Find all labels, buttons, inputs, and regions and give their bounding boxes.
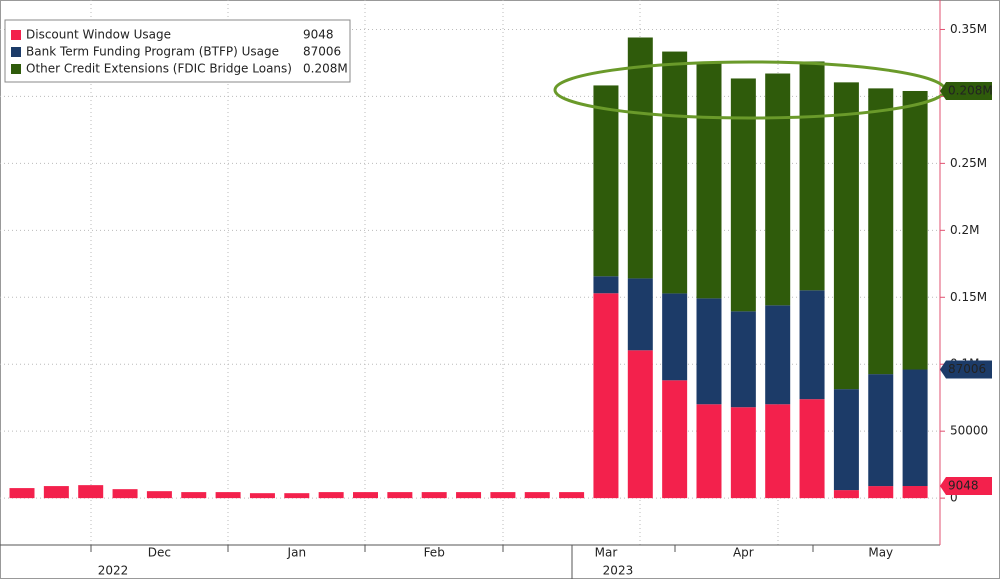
x-tick-label: Apr (733, 546, 754, 560)
bar-segment (868, 374, 894, 487)
value-label-box (940, 477, 992, 496)
y-tick-label: 0.15M (950, 290, 987, 304)
year-label: 2023 (603, 564, 634, 578)
bar-segment (765, 73, 791, 306)
bar-segment (43, 486, 69, 499)
bar-segment (593, 276, 619, 294)
bar-segment (215, 492, 241, 499)
bar-segment (902, 486, 928, 499)
bar-segment (730, 407, 756, 499)
bar-segment (78, 485, 104, 499)
legend-label: Discount Window Usage (26, 28, 171, 42)
bar-segment (730, 311, 756, 408)
legend-label: Bank Term Funding Program (BTFP) Usage (26, 45, 279, 59)
x-tick-label: Mar (595, 546, 618, 560)
bar-segment (799, 399, 825, 499)
bar-segment (833, 82, 859, 390)
x-tick-label: Jan (287, 546, 307, 560)
bar-segment (559, 492, 585, 499)
bar-segment (765, 404, 791, 499)
value-label-box (940, 360, 992, 379)
bar-segment (868, 88, 894, 375)
legend-box (4, 19, 351, 83)
y-tick-label: 0 (950, 491, 958, 505)
x-tick-label: Feb (424, 546, 445, 560)
y-tick-label: 0.2M (950, 223, 979, 237)
legend-label: Other Credit Extensions (FDIC Bridge Loa… (26, 62, 292, 76)
bar-segment (627, 350, 653, 499)
bar-segment (524, 492, 550, 499)
bar-segment (593, 85, 619, 277)
bar-segment (868, 486, 894, 499)
value-label: 87006 (948, 362, 986, 376)
bar-segment (627, 37, 653, 279)
legend-swatch (11, 30, 21, 40)
bar-segment (662, 380, 688, 499)
bar-segment (318, 492, 344, 499)
value-label: 9048 (948, 479, 979, 493)
bar-segment (593, 293, 619, 499)
y-tick-label: 0.25M (950, 156, 987, 170)
bar-segment (9, 488, 35, 499)
bar-segment (284, 493, 310, 499)
legend-value: 9048 (303, 28, 334, 42)
bar-segment (490, 492, 516, 499)
bar-segment (249, 493, 275, 499)
bar-segment (627, 278, 653, 351)
bar-segment (696, 298, 722, 405)
year-label: 2022 (98, 564, 129, 578)
bar-segment (387, 492, 413, 499)
bar-segment (662, 51, 688, 294)
bar-segment (799, 290, 825, 400)
y-tick-label: 50000 (950, 424, 988, 438)
bar-segment (833, 490, 859, 499)
legend: Discount Window Usage 9048 Bank Term Fundi… (4, 19, 351, 83)
value-label: 0.208M (948, 83, 993, 97)
bar-segment (353, 492, 378, 499)
legend-swatch (11, 64, 21, 74)
bar-segment (146, 491, 172, 499)
x-axis-ticks (90, 545, 814, 579)
x-tick-label: May (868, 546, 893, 560)
bar-segment (902, 90, 928, 370)
y-tick-label: 0.35M (950, 22, 987, 36)
bar-segment (696, 62, 722, 299)
bar-segment (662, 293, 688, 381)
legend-swatch (11, 47, 21, 57)
bar-segment (730, 78, 756, 312)
legend-value: 0.208M (303, 62, 348, 76)
bar-segment (799, 61, 825, 291)
bar-segment (112, 489, 138, 499)
bar-segment (902, 369, 928, 487)
x-tick-label: Dec (148, 546, 171, 560)
bar-segment (181, 492, 207, 499)
legend-value: 87006 (303, 45, 341, 59)
bar-segment (765, 305, 791, 405)
bar-segment (833, 389, 859, 491)
bar-segment (421, 492, 447, 499)
value-label-box (940, 81, 992, 100)
bar-segment (456, 492, 482, 499)
bar-segment (696, 404, 722, 499)
